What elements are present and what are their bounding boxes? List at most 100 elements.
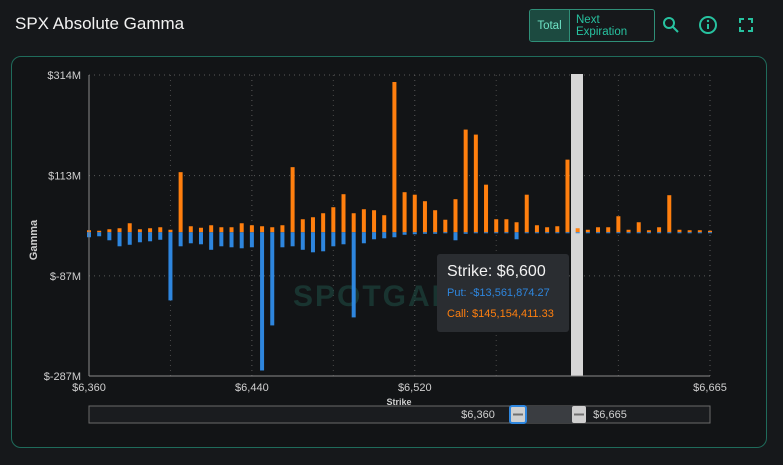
call-bar[interactable] — [453, 199, 458, 233]
put-bar[interactable] — [168, 232, 173, 301]
put-bar[interactable] — [585, 232, 590, 234]
call-bar[interactable] — [178, 172, 183, 233]
call-bar[interactable] — [209, 225, 214, 233]
put-bar[interactable] — [575, 232, 580, 234]
call-bar[interactable] — [310, 217, 315, 233]
put-bar[interactable] — [127, 232, 132, 245]
put-bar[interactable] — [545, 232, 550, 234]
put-bar[interactable] — [280, 232, 285, 248]
call-bar[interactable] — [422, 201, 427, 233]
call-bar[interactable] — [321, 213, 326, 233]
call-bar[interactable] — [127, 223, 132, 233]
put-bar[interactable] — [209, 232, 214, 250]
call-bar[interactable] — [148, 228, 153, 233]
put-bar[interactable] — [504, 232, 509, 234]
call-bar[interactable] — [107, 229, 112, 233]
put-bar[interactable] — [514, 232, 519, 240]
put-bar[interactable] — [412, 232, 417, 235]
put-bar[interactable] — [555, 232, 560, 234]
put-bar[interactable] — [351, 232, 356, 318]
call-bar[interactable] — [575, 228, 580, 233]
put-bar[interactable] — [97, 232, 102, 237]
put-bar[interactable] — [484, 232, 489, 234]
put-bar[interactable] — [331, 232, 336, 247]
call-bar[interactable] — [596, 227, 601, 233]
put-bar[interactable] — [249, 232, 254, 248]
call-bar[interactable] — [687, 230, 692, 233]
call-bar[interactable] — [188, 226, 193, 233]
put-bar[interactable] — [433, 232, 438, 234]
call-bar[interactable] — [524, 194, 529, 233]
call-bar[interactable] — [565, 159, 570, 233]
call-bar[interactable] — [158, 227, 163, 233]
put-bar[interactable] — [494, 232, 499, 234]
put-bar[interactable] — [107, 232, 112, 241]
call-bar[interactable] — [443, 219, 448, 233]
toggle-next-expiration-button[interactable]: Next Expiration — [576, 13, 628, 38]
put-bar[interactable] — [229, 232, 234, 248]
put-bar[interactable] — [667, 232, 672, 234]
put-bar[interactable] — [697, 232, 702, 234]
put-bar[interactable] — [657, 232, 662, 234]
call-bar[interactable] — [372, 210, 377, 233]
put-bar[interactable] — [137, 232, 142, 243]
put-bar[interactable] — [626, 232, 631, 234]
put-bar[interactable] — [341, 232, 346, 245]
call-bar[interactable] — [606, 227, 611, 233]
put-bar[interactable] — [117, 232, 122, 247]
call-bar[interactable] — [300, 219, 305, 233]
call-bar[interactable] — [351, 213, 356, 233]
put-bar[interactable] — [361, 232, 366, 244]
call-bar[interactable] — [708, 230, 712, 233]
call-bar[interactable] — [117, 228, 122, 233]
call-bar[interactable] — [392, 82, 397, 233]
call-bar[interactable] — [473, 134, 478, 233]
fullscreen-icon[interactable] — [735, 14, 757, 36]
put-bar[interactable] — [270, 232, 275, 326]
put-bar[interactable] — [382, 232, 387, 239]
put-bar[interactable] — [372, 232, 377, 240]
put-bar[interactable] — [310, 232, 315, 253]
call-bar[interactable] — [677, 229, 682, 233]
put-bar[interactable] — [596, 232, 601, 234]
call-bar[interactable] — [402, 192, 407, 233]
range-slider-selection[interactable] — [517, 406, 579, 423]
put-bar[interactable] — [290, 232, 295, 247]
put-bar[interactable] — [402, 232, 407, 235]
call-bar[interactable] — [341, 194, 346, 233]
put-bar[interactable] — [616, 232, 621, 234]
call-bar[interactable] — [382, 215, 387, 233]
put-bar[interactable] — [321, 232, 326, 252]
call-bar[interactable] — [545, 227, 550, 233]
call-bar[interactable] — [657, 227, 662, 233]
call-bar[interactable] — [514, 222, 519, 233]
call-bar[interactable] — [626, 229, 631, 233]
put-bar[interactable] — [565, 232, 570, 234]
call-bar[interactable] — [534, 225, 539, 233]
search-icon[interactable] — [660, 14, 682, 36]
put-bar[interactable] — [219, 232, 224, 247]
put-bar[interactable] — [239, 232, 244, 249]
call-bar[interactable] — [280, 225, 285, 233]
put-bar[interactable] — [534, 232, 539, 234]
put-bar[interactable] — [260, 232, 265, 371]
call-bar[interactable] — [484, 184, 489, 233]
put-bar[interactable] — [198, 232, 203, 245]
put-bar[interactable] — [188, 232, 193, 244]
call-bar[interactable] — [504, 219, 509, 233]
call-bar[interactable] — [667, 195, 672, 233]
call-bar[interactable] — [412, 194, 417, 233]
put-bar[interactable] — [453, 232, 458, 241]
put-bar[interactable] — [148, 232, 153, 242]
put-bar[interactable] — [473, 232, 478, 234]
call-bar[interactable] — [331, 207, 336, 233]
call-bar[interactable] — [168, 229, 173, 233]
put-bar[interactable] — [300, 232, 305, 250]
call-bar[interactable] — [290, 167, 295, 233]
put-bar[interactable] — [422, 232, 427, 234]
call-bar[interactable] — [229, 227, 234, 233]
put-bar[interactable] — [606, 232, 611, 234]
call-bar[interactable] — [260, 226, 265, 233]
call-bar[interactable] — [137, 229, 142, 233]
call-bar[interactable] — [433, 210, 438, 233]
